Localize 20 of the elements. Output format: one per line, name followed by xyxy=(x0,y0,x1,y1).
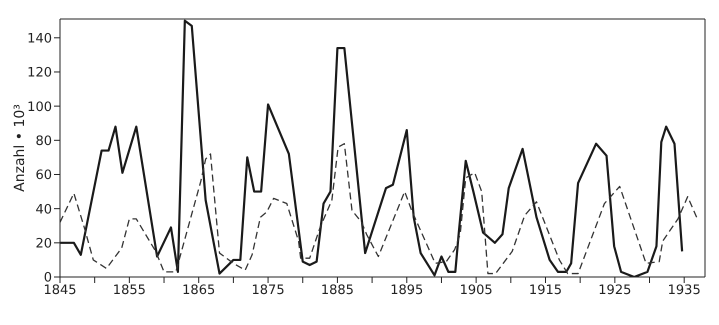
x-tick-label: 1875 xyxy=(252,283,285,298)
y-tick-label: 20 xyxy=(35,236,52,252)
x-tick-label: 1935 xyxy=(668,283,701,298)
x-tick-label: 1915 xyxy=(528,283,562,298)
y-tick-label: 0 xyxy=(44,270,52,286)
y-axis-title: Anzahl • 10³ xyxy=(12,104,28,192)
y-tick-label: 80 xyxy=(35,134,52,149)
line-series xyxy=(60,143,698,274)
x-tick-label: 1865 xyxy=(182,283,216,298)
y-tick-label: 40 xyxy=(35,202,52,218)
x-tick-label: 1855 xyxy=(112,283,146,298)
y-tick-label: 100 xyxy=(27,100,52,115)
x-tick-label: 1905 xyxy=(460,283,493,298)
x-tick-label: 1925 xyxy=(598,283,632,298)
x-tick-label: 1845 xyxy=(43,283,77,298)
y-tick-label: 60 xyxy=(35,168,52,184)
x-tick-label: 1885 xyxy=(320,283,354,298)
y-tick-label: 140 xyxy=(27,31,52,46)
y-tick-label: 120 xyxy=(27,66,52,81)
x-tick-label: 1895 xyxy=(390,283,424,298)
